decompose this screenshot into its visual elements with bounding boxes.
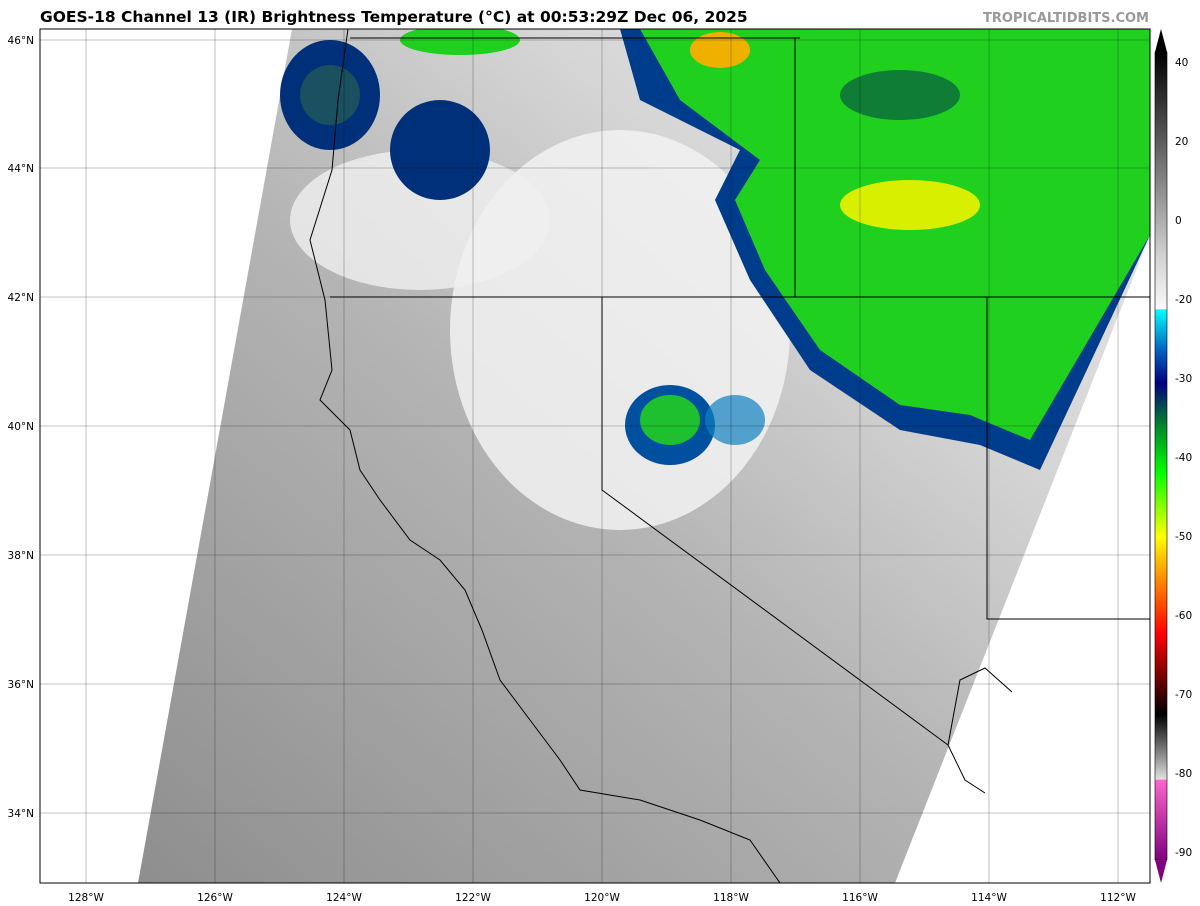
colorbar-tick: -80 <box>1175 768 1192 780</box>
colorbar: 40 20 0 -20 -30 -40 -50 -60 -70 -80 -90 <box>1154 29 1192 883</box>
map-title: GOES-18 Channel 13 (IR) Brightness Tempe… <box>40 8 748 26</box>
latitude-labels: 46°N 44°N 42°N 40°N 38°N 36°N 34°N <box>8 35 34 820</box>
map-frame <box>39 28 1151 884</box>
colorbar-tick: 20 <box>1175 136 1188 148</box>
colorbar-tick: 40 <box>1175 57 1188 69</box>
colorbar-tick: -70 <box>1175 689 1192 701</box>
grid-lines <box>40 29 1150 883</box>
lat-label: 38°N <box>8 550 34 562</box>
lon-label: 122°W <box>455 892 491 904</box>
lat-label: 46°N <box>8 35 34 47</box>
lon-label: 126°W <box>197 892 233 904</box>
lat-label: 34°N <box>8 808 34 820</box>
colorbar-tick: -50 <box>1175 531 1192 543</box>
cloud-tops <box>280 29 1150 530</box>
lon-label: 116°W <box>842 892 878 904</box>
colorbar-tick: -90 <box>1175 847 1192 859</box>
lon-label: 118°W <box>713 892 749 904</box>
colorbar-tick: -20 <box>1175 294 1192 306</box>
lon-label: 114°W <box>971 892 1007 904</box>
lon-label: 112°W <box>1100 892 1136 904</box>
lat-label: 44°N <box>8 163 34 175</box>
watermark: TROPICALTIDBITS.COM <box>983 11 1149 26</box>
colorbar-tick: -40 <box>1175 452 1192 464</box>
lat-label: 42°N <box>8 292 34 304</box>
lon-label: 120°W <box>584 892 620 904</box>
colorbar-tick: -60 <box>1175 610 1192 622</box>
lon-label: 124°W <box>326 892 362 904</box>
colorbar-tick: -30 <box>1175 373 1192 385</box>
lat-label: 40°N <box>8 421 34 433</box>
lat-label: 36°N <box>8 679 34 691</box>
colorbar-tick: 0 <box>1175 215 1182 227</box>
lon-label: 128°W <box>68 892 104 904</box>
coastline-and-borders <box>309 29 1150 883</box>
longitude-labels: 128°W 126°W 124°W 122°W 120°W 118°W 116°… <box>68 892 1136 904</box>
